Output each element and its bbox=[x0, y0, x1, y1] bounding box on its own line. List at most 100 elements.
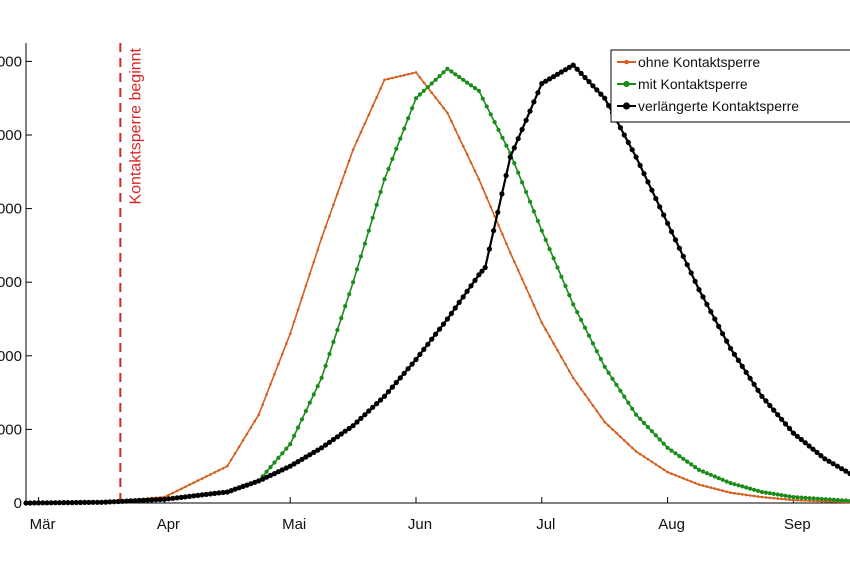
data-point bbox=[641, 171, 647, 177]
data-point bbox=[799, 495, 804, 500]
data-point bbox=[437, 74, 442, 79]
data-point bbox=[630, 406, 635, 411]
data-point bbox=[493, 214, 496, 218]
data-point bbox=[216, 490, 222, 496]
data-point bbox=[704, 471, 710, 476]
x-tick-label: Mär bbox=[30, 516, 56, 533]
data-point bbox=[720, 331, 726, 337]
data-point bbox=[77, 499, 84, 506]
data-point bbox=[815, 496, 820, 501]
data-point bbox=[323, 363, 328, 368]
data-point bbox=[807, 496, 812, 501]
data-point bbox=[343, 304, 348, 309]
data-point bbox=[564, 362, 567, 366]
data-point bbox=[692, 278, 698, 284]
data-point bbox=[633, 154, 639, 160]
data-point bbox=[657, 204, 663, 210]
data-point bbox=[594, 87, 600, 93]
data-point bbox=[449, 69, 454, 74]
data-point bbox=[834, 463, 841, 469]
data-point bbox=[264, 474, 270, 480]
data-point bbox=[332, 203, 335, 207]
data-point bbox=[794, 433, 800, 439]
data-point bbox=[354, 267, 360, 272]
data-point bbox=[539, 80, 545, 87]
data-point bbox=[287, 463, 293, 469]
data-point bbox=[319, 445, 325, 451]
data-point bbox=[311, 449, 317, 455]
data-point bbox=[568, 369, 571, 373]
data-point bbox=[346, 425, 352, 432]
data-point bbox=[417, 351, 423, 357]
series-layer bbox=[23, 62, 850, 506]
data-point bbox=[450, 119, 453, 123]
data-point bbox=[199, 492, 205, 498]
data-point bbox=[847, 471, 850, 477]
data-point bbox=[755, 488, 761, 493]
data-point bbox=[527, 199, 533, 204]
data-point bbox=[843, 498, 849, 503]
data-point bbox=[161, 496, 167, 502]
data-point bbox=[303, 408, 308, 414]
data-point bbox=[430, 91, 434, 94]
data-point bbox=[649, 429, 655, 434]
data-point bbox=[627, 442, 630, 446]
data-point bbox=[188, 483, 191, 487]
data-point bbox=[170, 495, 176, 501]
data-point bbox=[653, 195, 659, 202]
data-point bbox=[642, 455, 646, 458]
data-point bbox=[379, 87, 382, 90]
data-point bbox=[347, 292, 352, 297]
data-point bbox=[741, 493, 744, 496]
data-point bbox=[733, 491, 736, 495]
data-point bbox=[779, 416, 785, 422]
data-point bbox=[708, 472, 713, 477]
data-point bbox=[674, 473, 677, 477]
data-point bbox=[237, 445, 241, 449]
data-point bbox=[421, 346, 427, 352]
data-point bbox=[563, 283, 568, 288]
data-point bbox=[437, 326, 443, 332]
data-point bbox=[661, 212, 667, 218]
data-point bbox=[213, 471, 216, 474]
data-point bbox=[145, 497, 151, 503]
data-point bbox=[595, 409, 599, 413]
data-point bbox=[637, 162, 643, 168]
data-point bbox=[115, 498, 121, 505]
data-point bbox=[571, 302, 576, 307]
data-point bbox=[673, 451, 678, 456]
data-point bbox=[385, 389, 392, 395]
data-point bbox=[731, 351, 738, 357]
data-point bbox=[362, 412, 368, 418]
data-point bbox=[366, 408, 372, 414]
data-point bbox=[358, 415, 364, 421]
data-point bbox=[395, 75, 398, 79]
data-point bbox=[717, 488, 720, 492]
data-point bbox=[666, 470, 669, 474]
data-point bbox=[271, 471, 278, 477]
data-point bbox=[661, 441, 666, 446]
series-1 bbox=[23, 66, 850, 506]
data-point bbox=[732, 482, 737, 487]
data-point bbox=[334, 434, 340, 440]
data-point bbox=[336, 192, 339, 196]
data-point bbox=[780, 497, 783, 501]
data-point bbox=[618, 388, 623, 393]
lockdown-start-label: Kontaktsperre beginnt bbox=[127, 47, 144, 204]
data-point bbox=[630, 446, 634, 450]
data-point bbox=[507, 154, 513, 160]
lockdown-annotation: Kontaktsperre beginnt bbox=[119, 43, 144, 503]
data-point bbox=[362, 241, 367, 246]
data-point bbox=[481, 187, 485, 190]
data-point bbox=[472, 277, 478, 283]
data-point bbox=[387, 77, 390, 81]
data-point bbox=[839, 498, 845, 503]
data-point bbox=[228, 488, 234, 494]
data-point bbox=[496, 127, 501, 132]
data-point bbox=[272, 460, 277, 465]
x-tick-label: Jul bbox=[536, 516, 555, 533]
data-point bbox=[132, 498, 138, 504]
legend-box bbox=[610, 49, 850, 123]
x-tick-label: Apr bbox=[157, 516, 180, 533]
